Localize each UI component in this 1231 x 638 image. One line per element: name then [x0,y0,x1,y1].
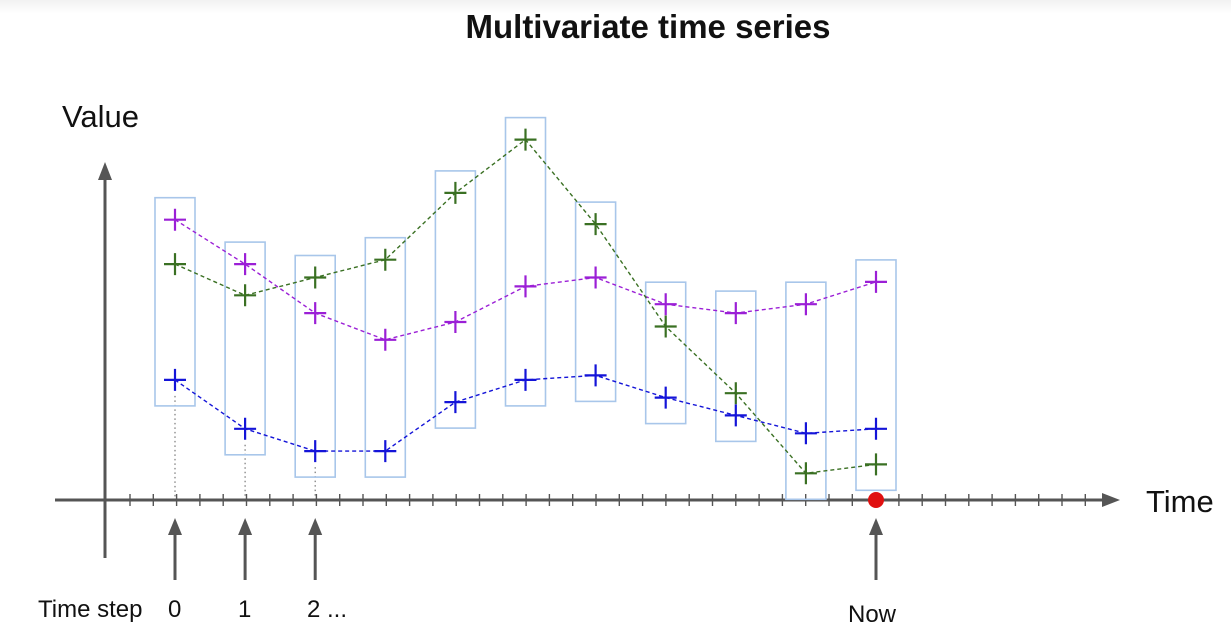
data-point-blue [794,422,817,445]
time-step-pointer-arrowhead [869,518,883,535]
time-window-box [364,236,407,478]
data-point-purple [444,311,467,333]
time-window-box [644,281,687,425]
time-step-pointer-arrowhead [238,518,253,535]
data-point-purple [234,253,257,276]
time-step-pointers [168,492,884,580]
window-boxes [154,116,897,501]
time-step-2-label: 2 ... [307,596,347,623]
data-point-blue [584,364,607,387]
data-point-purple [584,266,607,289]
time-step-guides [174,395,316,498]
now-marker-dot [868,492,884,508]
data-point-blue [654,386,677,409]
time-window-box [504,116,547,407]
data-point-green [794,462,817,485]
series-lines [174,138,877,475]
data-point-green [584,213,607,236]
data-point-blue [234,417,257,440]
time-step-pointer-arrowhead [168,518,182,535]
data-point-green [724,382,747,405]
data-point-blue [724,404,747,427]
y-axis-arrowhead [98,162,112,180]
time-step-prefix-label: Time step [38,596,142,623]
time-window-box [785,281,827,501]
data-point-green [654,315,677,338]
series-line-green [174,138,877,475]
data-point-green [444,181,467,204]
time-window-box [855,259,897,492]
data-point-blue [374,440,397,463]
series-points [164,128,887,485]
time-step-pointer-arrowhead [308,518,323,535]
data-point-purple [724,302,747,325]
time-window-box [574,201,617,403]
time-step-1-label: 1 [238,596,251,623]
data-point-purple [164,208,186,231]
time-window-box [294,254,337,478]
data-point-blue [444,391,467,414]
data-point-green [304,266,327,289]
data-point-blue [514,368,537,391]
data-point-green [164,253,186,276]
data-point-blue [304,440,327,463]
data-point-purple [654,293,677,316]
data-point-purple [304,302,327,325]
data-point-green [374,248,397,271]
data-point-green [234,284,257,307]
time-window-box [714,290,757,443]
x-axis-label: Time [1146,484,1214,519]
data-point-green [865,453,887,476]
data-point-purple [794,293,817,316]
diagram-title: Multivariate time series [465,8,831,45]
y-axis-label: Value [62,99,139,134]
time-window-box [434,170,477,429]
data-point-purple [865,270,887,293]
time-step-0-label: 0 [168,596,181,623]
data-point-purple [514,275,537,298]
data-point-blue [865,417,887,440]
x-axis-arrowhead [1102,493,1120,507]
data-point-blue [164,368,186,391]
now-label: Now [848,601,897,628]
data-point-green [514,128,537,151]
time-window-box [154,196,196,407]
data-point-purple [374,328,397,351]
time-window-box [224,241,266,456]
